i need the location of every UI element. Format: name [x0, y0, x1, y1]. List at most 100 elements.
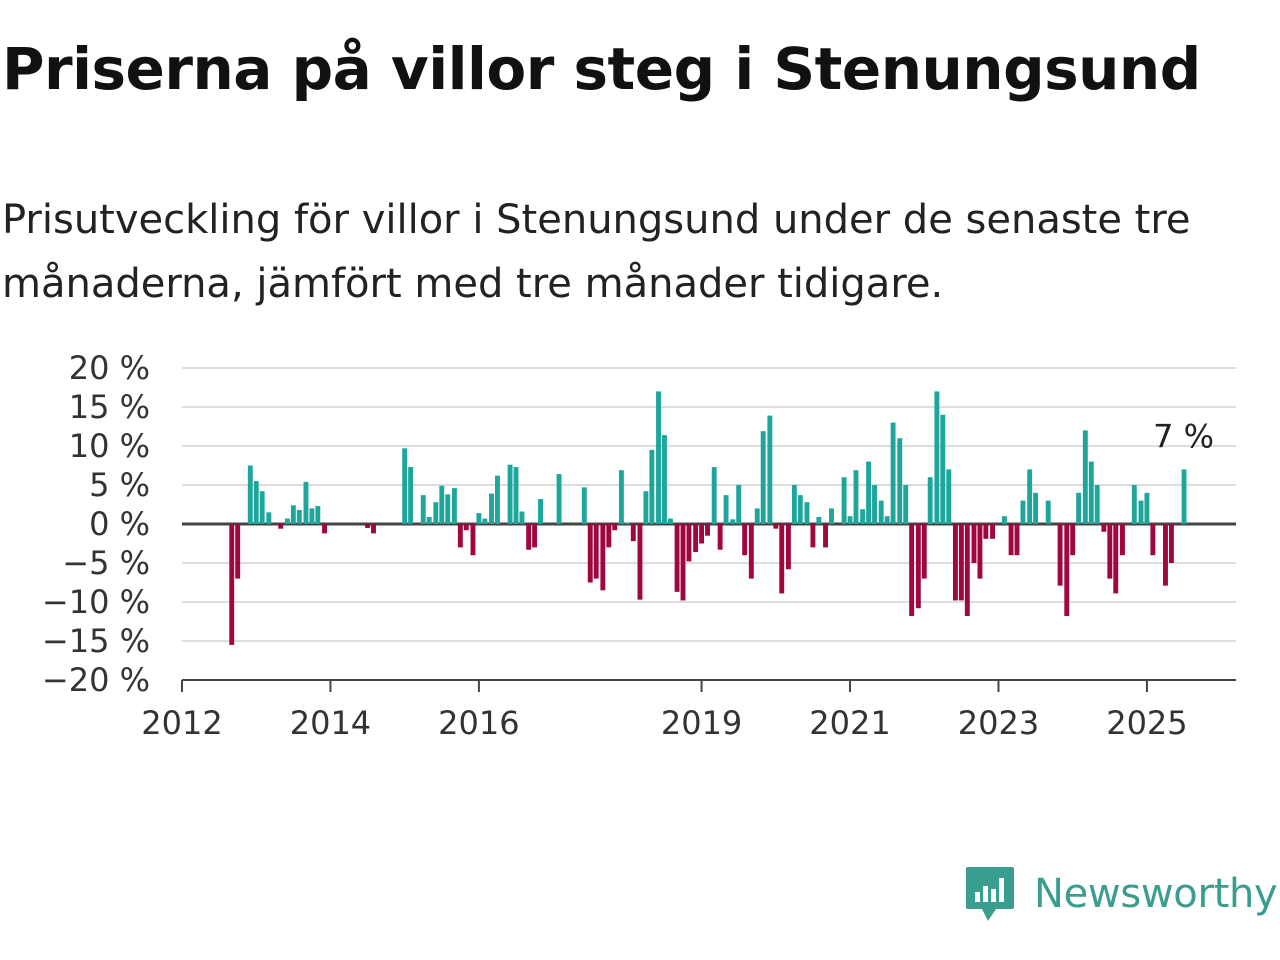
bar: [903, 485, 909, 524]
bar: [921, 524, 927, 579]
bar: [730, 519, 736, 524]
bar: [742, 524, 748, 556]
bar: [897, 438, 903, 524]
bar: [1020, 500, 1026, 524]
bar: [983, 524, 989, 539]
bar: [940, 414, 946, 524]
bar: [408, 467, 414, 524]
bar: [860, 509, 866, 524]
bar: [451, 488, 457, 524]
y-tick-label: 5 %: [89, 466, 150, 504]
bar: [309, 508, 315, 524]
bar: [1027, 469, 1033, 524]
bar: [890, 422, 896, 524]
bar: [699, 524, 705, 544]
bar: [656, 391, 661, 524]
bar: [457, 524, 463, 548]
bar: [797, 495, 803, 524]
bar: [878, 500, 884, 524]
bar: [1144, 492, 1150, 524]
bar: [674, 524, 680, 592]
bar: [284, 518, 290, 524]
bar: [526, 524, 532, 550]
bar: [736, 485, 742, 524]
bar: [785, 524, 791, 570]
x-tick-label: 2014: [290, 704, 371, 742]
y-tick-label: 0 %: [89, 505, 150, 543]
bar: [816, 516, 822, 524]
bar: [247, 465, 253, 524]
annotations: 7 %: [1153, 417, 1214, 455]
bar: [649, 449, 655, 524]
bar: [748, 524, 754, 579]
bar: [711, 467, 717, 524]
bar: [990, 524, 995, 539]
bar: [1163, 524, 1168, 586]
bar: [290, 505, 296, 524]
bar: [1101, 524, 1107, 532]
bar: [779, 524, 785, 594]
bar: [853, 470, 859, 524]
y-tick-label: 15 %: [69, 388, 150, 426]
bar: [705, 524, 710, 536]
x-axis: 2012 2014 2016 2019 2021 2023 2025: [141, 679, 1236, 742]
bar: [872, 485, 877, 524]
y-tick-label: −20 %: [42, 661, 150, 699]
bar: [439, 485, 445, 524]
bar: [1168, 524, 1174, 563]
bar: [1088, 461, 1094, 524]
bar: [791, 485, 797, 524]
bar: [847, 516, 853, 524]
bar: [946, 469, 952, 524]
y-tick-label: −5 %: [62, 544, 150, 582]
bar: [618, 470, 624, 524]
bar: [829, 508, 834, 524]
x-tick-label: 2023: [958, 704, 1039, 742]
bar: [767, 415, 773, 524]
bar: [693, 524, 699, 553]
bar: [773, 524, 779, 529]
bar: [1181, 469, 1187, 524]
bar: [371, 524, 376, 534]
chart-subtitle: Prisutveckling för villor i Stenungsund …: [2, 197, 1191, 307]
bar: [463, 524, 469, 531]
bar: [445, 494, 451, 524]
bar: [253, 481, 259, 524]
bar: [630, 524, 636, 542]
bar: [513, 467, 519, 524]
bar: [1076, 492, 1082, 524]
bar: [470, 524, 476, 556]
newsworthy-logo-icon: [966, 867, 1014, 921]
bar: [971, 524, 977, 563]
bar: [259, 491, 265, 524]
bar: [686, 524, 692, 562]
bar: [1082, 430, 1088, 524]
bar: [420, 495, 426, 524]
bar: [1150, 524, 1156, 556]
bar: [235, 524, 241, 579]
x-tick-label: 2025: [1106, 704, 1187, 742]
chart-title: Priserna på villor steg i Stenungsund: [2, 35, 1201, 103]
bar: [958, 524, 964, 601]
bar: [1001, 516, 1007, 524]
bar: [296, 509, 302, 524]
bar: [587, 524, 593, 583]
bar: [322, 524, 327, 534]
x-tick-label: 2012: [141, 704, 222, 742]
bar: [624, 522, 630, 524]
bar: [723, 495, 729, 524]
y-tick-label: −10 %: [42, 583, 150, 621]
bar: [866, 461, 872, 524]
bar: [1138, 500, 1144, 524]
bar: [662, 435, 667, 524]
last-value-label: 7 %: [1153, 417, 1214, 455]
bar: [717, 524, 723, 550]
x-tick-label: 2016: [438, 704, 519, 742]
bar: [667, 518, 673, 524]
bar: [884, 516, 890, 524]
bars: [229, 391, 1187, 645]
y-tick-label: 20 %: [69, 349, 150, 387]
bar: [1113, 524, 1119, 594]
bar: [556, 474, 562, 524]
bar: [433, 502, 439, 524]
